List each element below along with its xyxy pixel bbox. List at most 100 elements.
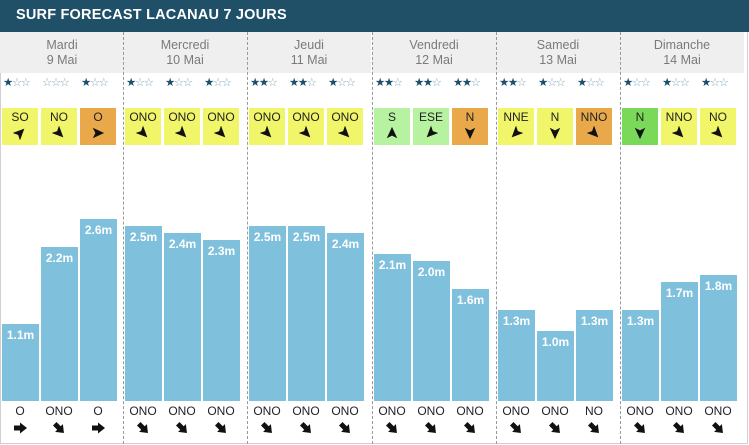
swell-arrow-down-right-icon <box>260 421 272 433</box>
arrow-down-right-icon <box>259 125 272 138</box>
swell-arrow-down-right-icon <box>338 421 350 433</box>
star-empty-icon: ☆ <box>431 77 442 89</box>
wave-height-label: 2.1m <box>378 258 407 272</box>
star-filled-icon: ★ <box>165 77 175 89</box>
page-title: SURF FORECAST LACANAU 7 JOURS <box>16 7 287 23</box>
rating-stars: ★★☆ <box>250 76 278 90</box>
star-filled-icon: ★ <box>623 77 633 89</box>
wind-direction: NNE <box>503 110 529 124</box>
wave-height-bar: 1.3m <box>576 310 613 401</box>
star-filled-icon: ★ <box>507 77 518 89</box>
star-empty-icon: ☆ <box>679 77 690 89</box>
star-empty-icon: ☆ <box>42 77 52 89</box>
wind-box: N <box>537 108 573 145</box>
day-date: 11 Mai <box>290 53 328 67</box>
day-date: 9 Mai <box>46 53 78 67</box>
day-header: Mardi 9 Mai <box>0 32 124 73</box>
wind-direction: SO <box>11 110 29 124</box>
wave-height-bar: 2.5m <box>288 226 325 401</box>
wind-arrow <box>298 125 313 140</box>
arrow-down-left-icon <box>511 125 524 138</box>
rating-stars: ★★☆ <box>289 76 317 90</box>
day-header: Mercredi 10 Mai <box>123 32 247 73</box>
day-separator <box>496 32 497 444</box>
wind-direction: NNO <box>665 110 693 124</box>
rating-stars: ★☆☆ <box>328 76 356 90</box>
star-filled-icon: ★ <box>204 77 214 89</box>
star-empty-icon: ☆ <box>336 77 347 89</box>
rating-stars: ★☆☆ <box>662 76 690 90</box>
forecast-frame <box>0 32 748 444</box>
swell-arrow <box>575 420 613 436</box>
wave-height-bar: 1.0m <box>537 331 574 401</box>
star-empty-icon: ☆ <box>89 77 100 89</box>
wind-arrow <box>586 125 601 140</box>
arrow-down-right-icon <box>135 125 148 138</box>
swell-direction: ONO <box>331 404 359 418</box>
rating-stars: ★☆☆ <box>3 76 31 90</box>
swell-arrow <box>1 420 39 436</box>
swell-direction: ONO <box>253 404 281 418</box>
swell-arrow <box>536 420 574 436</box>
swell-arrow-down-right-icon <box>136 421 148 433</box>
day-name: Dimanche <box>653 38 711 52</box>
forecast-header: SURF FORECAST LACANAU 7 JOURS <box>0 0 749 32</box>
wave-height-label: 2.3m <box>207 244 236 258</box>
swell-arrow-down-right-icon <box>587 421 599 433</box>
arrow-down-icon <box>549 127 561 140</box>
day-date: 13 Mai <box>539 53 577 67</box>
swell-arrow-down-right-icon <box>633 421 645 433</box>
wind-box: NNO <box>576 108 612 145</box>
star-filled-icon: ★ <box>289 77 299 89</box>
star-empty-icon: ☆ <box>585 77 596 89</box>
wave-height-label: 1.3m <box>580 314 609 328</box>
star-empty-icon: ☆ <box>20 77 31 89</box>
swell-arrow <box>40 420 78 436</box>
star-empty-icon: ☆ <box>670 77 681 89</box>
wind-box: ONO <box>327 108 363 145</box>
wind-arrow <box>385 126 399 140</box>
day-separator <box>247 32 248 444</box>
star-empty-icon: ☆ <box>306 77 317 89</box>
swell-direction: NO <box>585 404 603 418</box>
day-name: Samedi <box>536 38 580 52</box>
star-filled-icon: ★ <box>538 77 548 89</box>
day-separator <box>372 32 373 444</box>
wave-height-bar: 2.6m <box>80 219 117 401</box>
star-filled-icon: ★ <box>375 77 385 89</box>
wave-height-label: 2.4m <box>168 237 197 251</box>
arrow-down-icon <box>464 127 476 140</box>
swell-arrow <box>412 420 450 436</box>
wind-arrow <box>671 125 686 140</box>
arrow-up-icon <box>386 126 398 139</box>
rating-stars: ★☆☆ <box>701 76 729 90</box>
swell-direction: ONO <box>502 404 530 418</box>
star-filled-icon: ★ <box>499 77 509 89</box>
wave-height-label: 1.3m <box>502 314 531 328</box>
wave-height-label: 2.5m <box>292 230 321 244</box>
star-empty-icon: ☆ <box>98 77 109 89</box>
wave-height-bar: 1.8m <box>700 275 737 401</box>
swell-arrow-right-icon <box>14 422 27 434</box>
swell-arrow <box>497 420 535 436</box>
star-empty-icon: ☆ <box>546 77 557 89</box>
arrow-up-right-icon <box>12 128 25 141</box>
wind-box: O <box>80 108 116 145</box>
wind-box: NNE <box>498 108 534 145</box>
star-empty-icon: ☆ <box>555 77 566 89</box>
star-empty-icon: ☆ <box>212 77 223 89</box>
swell-arrow <box>163 420 201 436</box>
swell-arrow <box>326 420 364 436</box>
wave-height-bar: 2.5m <box>125 226 162 401</box>
swell-direction: ONO <box>665 404 693 418</box>
swell-arrow-down-right-icon <box>299 421 311 433</box>
wind-direction: NNO <box>580 110 608 124</box>
wind-arrow <box>51 125 66 140</box>
swell-direction: O <box>15 404 25 418</box>
star-empty-icon: ☆ <box>640 77 651 89</box>
star-empty-icon: ☆ <box>392 77 403 89</box>
arrow-right-icon <box>92 127 105 139</box>
star-empty-icon: ☆ <box>11 77 22 89</box>
star-filled-icon: ★ <box>328 77 338 89</box>
rating-stars: ★☆☆ <box>577 76 605 90</box>
